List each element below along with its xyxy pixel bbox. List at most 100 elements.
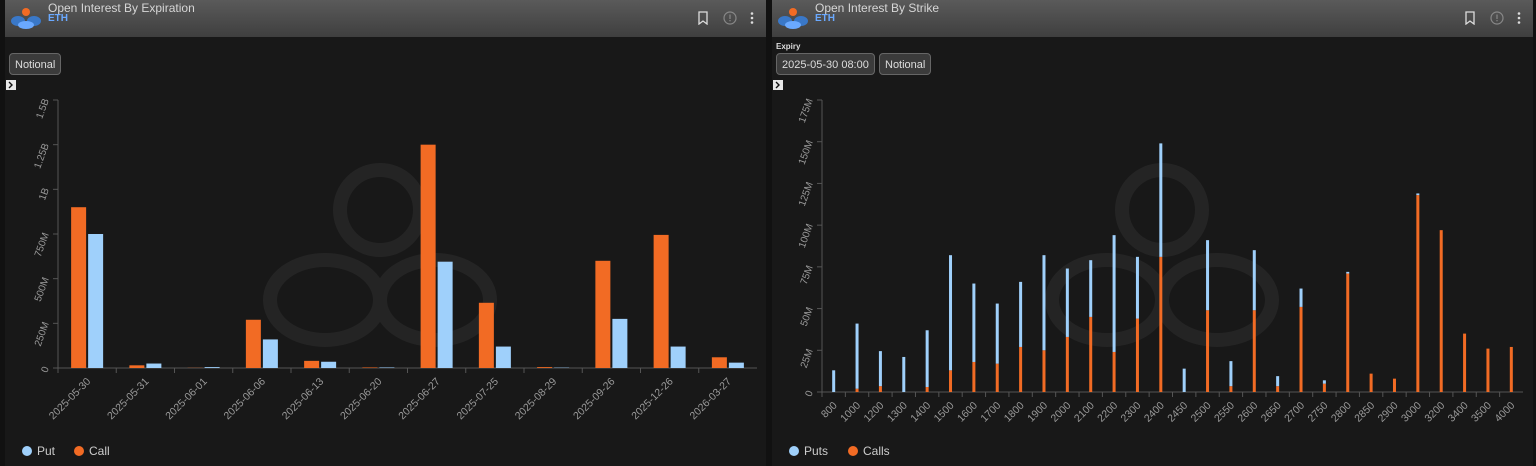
x-tick-label: 2000 — [1048, 400, 1073, 425]
x-tick-label: 3000 — [1399, 400, 1424, 425]
x-tick-label: 2550 — [1212, 400, 1237, 425]
x-tick-label: 1400 — [908, 400, 933, 425]
legend-calls-swatch — [848, 446, 858, 456]
expand-icon[interactable] — [773, 80, 783, 90]
call-bar — [1042, 350, 1046, 392]
put-bar — [670, 346, 686, 368]
call-bar — [1322, 383, 1326, 392]
expand-icon[interactable] — [6, 80, 16, 90]
call-bar — [711, 357, 727, 368]
call-bar — [595, 260, 611, 368]
legend-puts-label: Puts — [804, 444, 829, 458]
put-bar — [88, 234, 104, 368]
x-tick-label: 1900 — [1025, 400, 1050, 425]
x-tick-label: 2025-06-20 — [338, 376, 385, 423]
call-bar — [1135, 318, 1139, 392]
x-tick-label: 1500 — [932, 400, 957, 425]
legend-calls-label: Calls — [863, 444, 890, 458]
call-bar — [245, 319, 261, 368]
legend-puts[interactable]: Puts — [789, 444, 828, 458]
call-bar — [1392, 378, 1396, 392]
x-tick-label: 4000 — [1492, 400, 1517, 425]
call-bar — [925, 386, 929, 392]
bookmark-icon[interactable] — [1463, 11, 1477, 25]
call-bar — [855, 388, 859, 392]
call-bar — [1463, 333, 1467, 392]
call-bar — [1486, 348, 1490, 392]
put-bar — [1346, 271, 1350, 274]
call-bar — [972, 361, 976, 392]
panel-title: Open Interest By Strike — [815, 1, 940, 15]
x-tick-label: 2800 — [1329, 400, 1354, 425]
call-bar — [1159, 256, 1163, 392]
info-icon[interactable] — [1490, 11, 1504, 25]
y-tick-label: 175M — [797, 97, 816, 124]
legend-put[interactable]: Put — [22, 444, 55, 458]
y-tick-label: 500M — [33, 276, 52, 303]
panel-title: Open Interest By Expiration — [48, 1, 195, 15]
put-bar — [1322, 380, 1326, 384]
expiry-label: Expiry — [776, 42, 801, 51]
put-bar — [1182, 368, 1186, 392]
call-bar — [1019, 346, 1023, 392]
x-tick-label: 800 — [819, 400, 840, 421]
put-bar — [1042, 255, 1046, 351]
x-tick-label: 3400 — [1446, 400, 1471, 425]
call-bar — [304, 360, 320, 368]
put-bar — [972, 283, 976, 362]
y-tick-label: 0 — [804, 389, 816, 398]
y-tick-label: 1B — [37, 186, 52, 202]
y-tick-label: 0 — [40, 365, 52, 374]
y-tick-label: 50M — [799, 306, 816, 328]
expiry-select[interactable]: 2025-05-30 08:00 — [776, 53, 875, 75]
bookmark-icon[interactable] — [696, 11, 710, 25]
notional-toggle-button[interactable]: Notional — [879, 53, 932, 75]
call-bar — [949, 370, 953, 392]
x-tick-label: 1000 — [838, 400, 863, 425]
put-bar — [321, 361, 337, 368]
legend-put-label: Put — [37, 444, 56, 458]
call-bar — [129, 365, 145, 368]
more-menu-icon[interactable] — [745, 11, 759, 25]
x-tick-label: 2025-06-01 — [163, 376, 210, 423]
x-tick-label: 2025-05-30 — [47, 376, 94, 423]
put-bar — [1299, 288, 1303, 307]
put-bar — [437, 261, 453, 368]
legend-call[interactable]: Call — [74, 444, 110, 458]
put-bar — [204, 367, 220, 368]
x-tick-label: 2650 — [1259, 400, 1284, 425]
put-bar — [925, 330, 929, 387]
x-tick-label: 2026-03-27 — [688, 376, 735, 423]
strike-bar-chart: 0 25M 50M 75M 100M 125M 150M 175M 80010001200130… — [797, 97, 1523, 425]
put-bar — [878, 351, 882, 387]
call-bar — [1346, 273, 1350, 392]
call-bar — [71, 207, 87, 368]
x-tick-label: 2025-06-06 — [222, 376, 269, 423]
notional-toggle-button[interactable]: Notional — [9, 53, 62, 75]
put-bar — [1252, 250, 1256, 311]
y-tick-label: 250M — [33, 321, 52, 348]
x-tick-label: 2025-08-29 — [513, 376, 560, 423]
more-menu-icon[interactable] — [1512, 11, 1526, 25]
y-tick-label: 100M — [797, 222, 816, 249]
x-tick-label: 2400 — [1142, 400, 1167, 425]
x-tick-label: 2450 — [1165, 400, 1190, 425]
call-bar — [1369, 373, 1373, 392]
panel-subtitle: ETH — [815, 13, 835, 24]
panel-header: Open Interest By Strike ETH — [772, 0, 1533, 37]
legend-calls[interactable]: Calls — [848, 444, 890, 458]
x-tick-label: 2500 — [1189, 400, 1214, 425]
call-bar — [995, 363, 999, 392]
info-icon[interactable] — [723, 11, 737, 25]
put-bar — [612, 318, 628, 368]
x-tick-label: 2025-09-26 — [571, 376, 618, 423]
x-tick-label: 2750 — [1306, 400, 1331, 425]
put-bar — [1229, 361, 1233, 387]
x-tick-label: 1300 — [885, 400, 910, 425]
call-bar — [878, 386, 882, 392]
logo-icon — [778, 8, 808, 29]
call-bar — [1065, 336, 1069, 392]
call-bar — [1229, 386, 1233, 392]
x-tick-label: 2200 — [1095, 400, 1120, 425]
